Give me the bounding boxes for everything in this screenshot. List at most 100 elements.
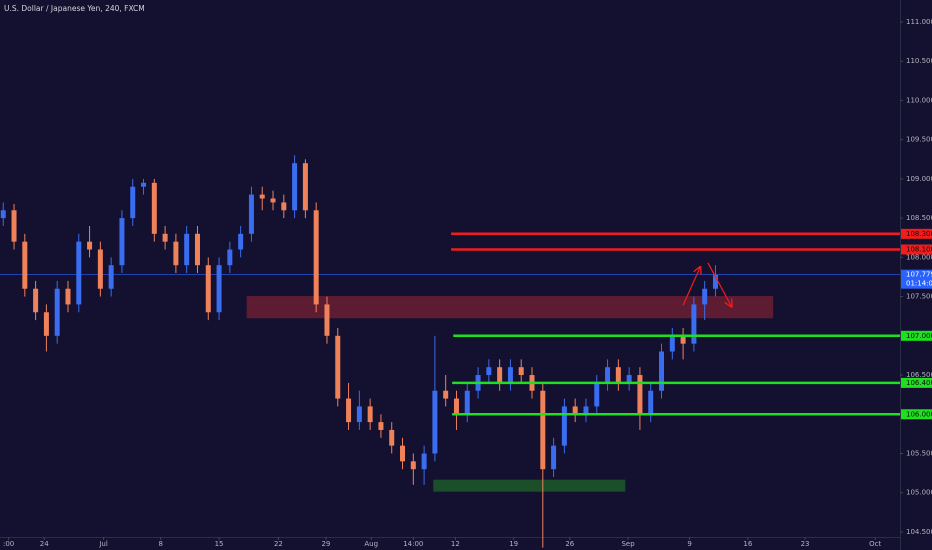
candle-body xyxy=(572,406,578,415)
y-tick-label: 110.000 xyxy=(906,96,932,104)
candle-body xyxy=(43,312,49,336)
candle-body xyxy=(518,367,524,376)
candle-body xyxy=(281,202,287,211)
candle-body xyxy=(615,367,621,383)
candle-body xyxy=(367,406,373,423)
candle-body xyxy=(216,265,222,313)
x-tick-label: Sep xyxy=(621,540,635,548)
level-tag xyxy=(901,377,932,388)
candle-body xyxy=(0,210,6,219)
x-tick-label: Oct xyxy=(869,540,881,548)
candle-body xyxy=(87,241,93,250)
x-tick-label: 9 xyxy=(687,540,691,548)
candle-body xyxy=(141,182,147,187)
x-tick-label: 26 xyxy=(565,540,574,548)
zone xyxy=(246,296,774,319)
candle-body xyxy=(292,163,298,211)
candle-body xyxy=(205,265,211,313)
level-tag xyxy=(901,228,932,239)
candle-body xyxy=(605,367,611,383)
candle-body xyxy=(486,367,492,376)
level-label: 106.400 xyxy=(906,379,932,387)
x-tick-label: Aug xyxy=(364,540,378,548)
last-price-label: 107.779 xyxy=(906,271,932,279)
candle-body xyxy=(248,194,254,234)
candle-body xyxy=(194,233,200,266)
y-tick-label: 105.000 xyxy=(906,489,932,497)
level-tag xyxy=(901,409,932,420)
candle-body xyxy=(421,453,427,470)
candle-body xyxy=(22,241,28,289)
zone xyxy=(433,479,626,492)
x-tick-label: :00 xyxy=(3,540,14,548)
candle-body xyxy=(497,367,503,383)
countdown-label: 01:14:02 xyxy=(906,280,932,288)
candle-body xyxy=(659,351,665,391)
level-label: 107.000 xyxy=(906,332,932,340)
x-tick-label: 14:00 xyxy=(403,540,423,548)
candle-body xyxy=(356,406,362,423)
candle-body xyxy=(626,375,632,383)
candle-body xyxy=(33,288,39,313)
candle-body xyxy=(259,194,265,199)
candle-body xyxy=(173,241,179,266)
y-tick-label: 107.500 xyxy=(906,293,932,301)
x-tick-label: 24 xyxy=(40,540,49,548)
candle-body xyxy=(464,390,470,415)
level-tag xyxy=(901,330,932,341)
candle-body xyxy=(108,265,114,289)
y-tick-label: 108.500 xyxy=(906,214,932,222)
candle-body xyxy=(410,461,416,470)
candle-body xyxy=(691,304,697,344)
x-tick-label: Jul xyxy=(98,540,108,548)
candle-body xyxy=(453,398,459,415)
candle-body xyxy=(313,210,319,305)
level-label: 106.000 xyxy=(906,410,932,418)
candle-body xyxy=(270,198,276,203)
candle-body xyxy=(54,288,60,336)
y-tick-label: 110.500 xyxy=(906,57,932,65)
candle-body xyxy=(561,406,567,446)
chart-title: U.S. Dollar / Japanese Yen, 240, FXCM xyxy=(4,4,145,13)
candle-body xyxy=(238,233,244,250)
candle-body xyxy=(443,390,449,399)
candle-body xyxy=(594,382,600,407)
level-tag xyxy=(901,244,932,255)
x-tick-label: 12 xyxy=(451,540,460,548)
candle-body xyxy=(227,249,233,266)
x-tick-label: 16 xyxy=(743,540,752,548)
x-tick-label: 29 xyxy=(321,540,330,548)
candle-body xyxy=(389,429,395,446)
candle-body xyxy=(400,445,406,462)
y-tick-label: 109.500 xyxy=(906,136,932,144)
candle-body xyxy=(551,445,557,470)
candle-body xyxy=(184,233,190,266)
y-tick-label: 104.500 xyxy=(906,528,932,536)
x-tick-label: 19 xyxy=(509,540,518,548)
candle-body xyxy=(637,375,643,415)
arrow xyxy=(682,267,700,306)
candle-body xyxy=(680,335,686,344)
x-tick-label: 8 xyxy=(159,540,163,548)
x-tick-label: 22 xyxy=(274,540,283,548)
candle-body xyxy=(119,218,125,266)
candle-body xyxy=(302,163,308,211)
x-tick-label: 15 xyxy=(215,540,224,548)
candle-body xyxy=(324,304,330,336)
y-tick-label: 106.500 xyxy=(906,371,932,379)
level-label: 108.300 xyxy=(906,230,932,238)
candle-body xyxy=(130,186,136,219)
candle-body xyxy=(65,288,71,305)
y-tick-label: 109.000 xyxy=(906,175,932,183)
candle-body xyxy=(540,390,546,470)
y-tick-label: 111.000 xyxy=(906,18,932,26)
candle-body xyxy=(648,390,654,415)
candle-body xyxy=(97,249,103,289)
arrow xyxy=(707,262,732,307)
candle-body xyxy=(702,288,708,305)
candle-body xyxy=(335,335,341,399)
candle-body xyxy=(378,422,384,430)
y-tick-label: 108.000 xyxy=(906,253,932,261)
